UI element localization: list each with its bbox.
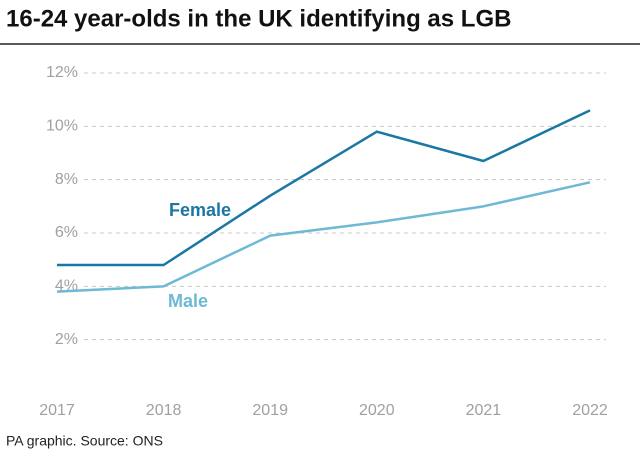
x-tick-label: 2020 xyxy=(359,402,395,419)
x-tick-label: 2021 xyxy=(466,402,502,419)
chart-title: 16-24 year-olds in the UK identifying as… xyxy=(6,5,511,32)
x-tick-label: 2019 xyxy=(252,402,288,419)
series-label: Female xyxy=(169,200,231,220)
line xyxy=(57,109,591,267)
x-tick-label: 2017 xyxy=(39,402,75,419)
x-tick-label: 2018 xyxy=(146,402,182,419)
source: PA graphic. Source: ONS xyxy=(6,433,163,449)
y-tick-label: 6% xyxy=(55,224,78,241)
x-tick-label: 2022 xyxy=(572,402,608,419)
y-tick-label: 2% xyxy=(55,331,78,348)
y-tick-label: 12% xyxy=(46,64,78,81)
series-label: Male xyxy=(168,291,208,311)
y-tick-label: 10% xyxy=(46,118,78,135)
line xyxy=(56,181,591,293)
y-tick-label: 8% xyxy=(55,171,78,188)
